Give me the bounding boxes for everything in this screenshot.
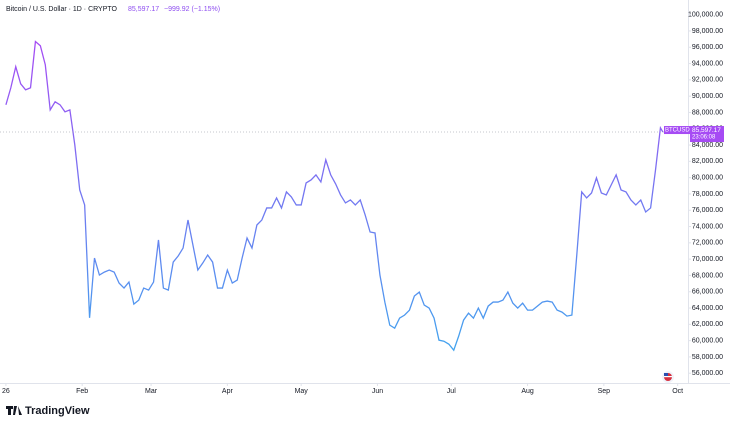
price-tag-name: BTCUSD xyxy=(665,128,690,134)
x-tick-label: Feb xyxy=(76,388,88,395)
x-tick-label: Jul xyxy=(447,388,456,395)
price-line xyxy=(5,40,664,352)
y-tick-label: 72,000.00 xyxy=(692,240,723,247)
logo xyxy=(6,406,22,415)
x-tick-label: Oct xyxy=(672,388,683,395)
chart-title: Bitcoin / U.S. Dollar · 1D · CRYPTO xyxy=(6,6,118,13)
y-tick-label: 64,000.00 xyxy=(692,305,723,312)
brand: TradingView xyxy=(25,405,90,417)
price-tag-value: 85,597.17 xyxy=(692,127,721,134)
y-tick-label: 88,000.00 xyxy=(692,109,723,116)
y-tick-label: 78,000.00 xyxy=(692,191,723,198)
y-tick-label: 56,000.00 xyxy=(692,370,723,377)
x-tick-label: Mar xyxy=(145,388,158,395)
y-tick-label: 70,000.00 xyxy=(692,256,723,263)
x-tick-label: 26 xyxy=(2,388,10,395)
y-tick-label: 94,000.00 xyxy=(692,60,723,67)
x-tick-label: May xyxy=(295,388,309,395)
y-tick-label: 80,000.00 xyxy=(692,174,723,181)
y-tick-label: 74,000.00 xyxy=(692,223,723,230)
y-tick-label: 60,000.00 xyxy=(692,337,723,344)
price-tag-countdown: 23:06:08 xyxy=(692,135,716,141)
flag-icon xyxy=(662,371,674,383)
x-tick-label: Aug xyxy=(521,388,534,395)
last-price: 85,597.17 xyxy=(128,6,159,13)
y-tick-label: 66,000.00 xyxy=(692,289,723,296)
y-tick-label: 76,000.00 xyxy=(692,207,723,214)
y-tick-label: 82,000.00 xyxy=(692,158,723,165)
y-tick-label: 62,000.00 xyxy=(692,321,723,328)
y-tick-label: 90,000.00 xyxy=(692,93,723,100)
y-tick-label: 100,000.00 xyxy=(688,12,723,19)
y-tick-label: 84,000.00 xyxy=(692,142,723,149)
x-tick-label: Jun xyxy=(372,388,383,395)
y-tick-label: 96,000.00 xyxy=(692,44,723,51)
price-tag xyxy=(690,126,724,143)
x-tick-label: Apr xyxy=(222,388,234,395)
price-tag xyxy=(664,126,690,135)
y-tick-label: 58,000.00 xyxy=(692,354,723,361)
x-tick-label: Sep xyxy=(598,388,611,395)
y-tick-label: 68,000.00 xyxy=(692,272,723,279)
y-tick-label: 92,000.00 xyxy=(692,77,723,84)
price-change: −999.92 (−1.15%) xyxy=(164,6,220,13)
y-tick-label: 98,000.00 xyxy=(692,28,723,35)
